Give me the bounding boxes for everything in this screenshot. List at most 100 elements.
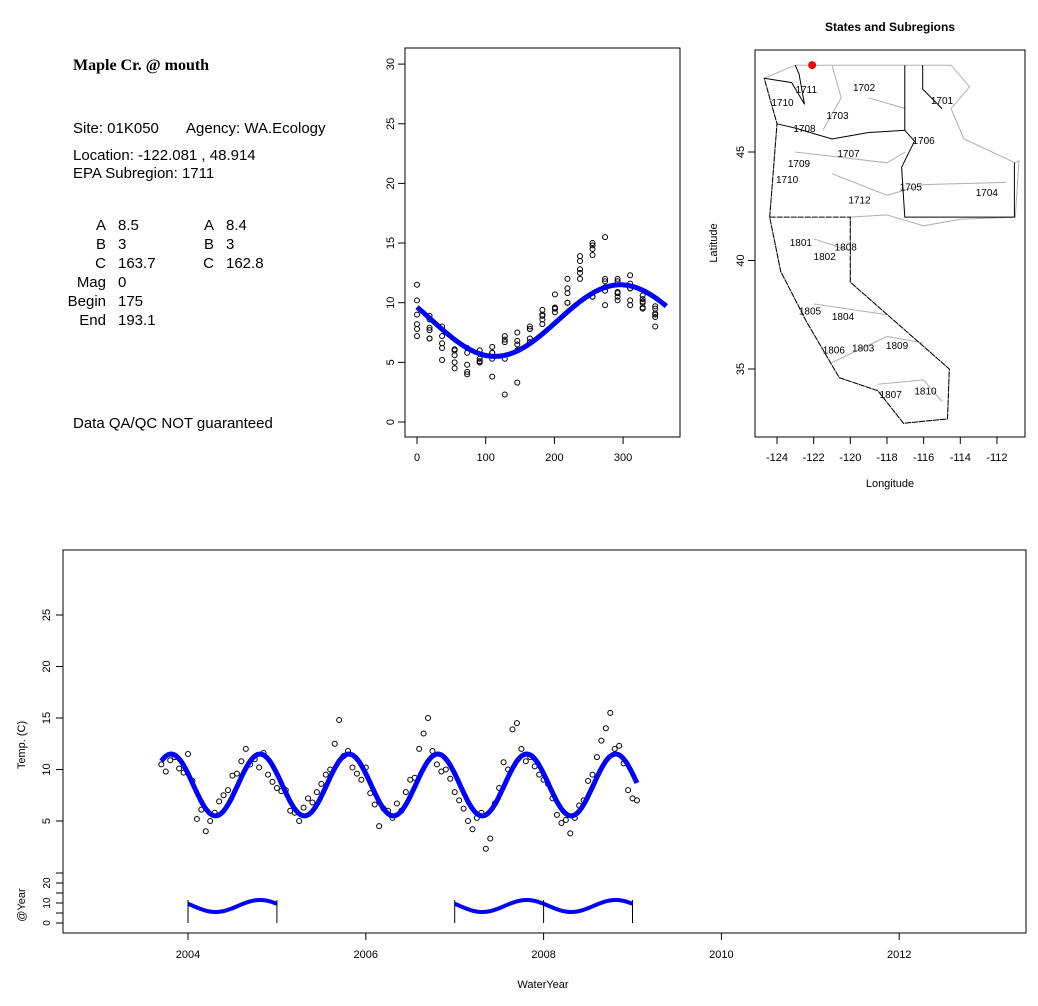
data-point (167, 757, 174, 764)
data-point (553, 811, 560, 818)
data-point (426, 324, 433, 331)
data-point (558, 820, 565, 827)
data-point (309, 799, 316, 806)
data-point (614, 293, 621, 300)
subregion-boundary (831, 335, 924, 363)
data-point (501, 391, 508, 398)
subregion-boundary (831, 173, 1007, 196)
param-value: 193.1 (118, 312, 156, 329)
param-key: A (204, 217, 214, 234)
x-tick-label: -114 (950, 452, 971, 464)
y-tick-label: 0 (385, 419, 397, 425)
data-point (501, 339, 508, 346)
y-tick-label: 10 (385, 297, 397, 309)
data-point (551, 291, 558, 298)
inset-y-tick-label: 20 (42, 877, 53, 889)
data-point (414, 297, 420, 304)
y-tick-label: 10 (41, 763, 53, 775)
data-point (426, 327, 433, 334)
data-point (393, 800, 400, 807)
data-point (652, 305, 659, 312)
site-info-panel: Maple Cr. @ mouth Site: 01K050 Agency: W… (68, 57, 326, 432)
y-tick-label: 25 (41, 609, 53, 621)
data-point (625, 787, 632, 794)
data-point (300, 804, 307, 811)
x-tick-label: 100 (477, 452, 495, 464)
data-point (589, 246, 596, 253)
data-point (433, 761, 440, 768)
data-point (593, 754, 600, 761)
site-marker (808, 61, 817, 70)
data-point (562, 816, 569, 823)
data-point (305, 795, 312, 802)
data-point (627, 297, 634, 304)
data-point (420, 730, 427, 737)
data-point (322, 771, 329, 778)
data-point (501, 336, 508, 343)
data-point (414, 311, 420, 318)
subregion-label: 1806 (823, 345, 846, 356)
state-boundary (901, 65, 1015, 218)
param-key: B (96, 236, 106, 253)
data-point (353, 770, 360, 777)
data-point (589, 240, 596, 247)
data-point (414, 321, 420, 328)
x-tick-label: 2004 (176, 949, 200, 961)
location: Location: -122.081 , 48.914 (73, 147, 256, 164)
data-point (376, 823, 383, 830)
data-point (185, 751, 191, 758)
subregion-label: 1701 (931, 96, 954, 107)
y-tick-label: 20 (41, 660, 53, 672)
y-axis-label: Temp. (C) (16, 721, 28, 769)
subregion-label: 1802 (814, 252, 837, 263)
param-value: 162.8 (226, 255, 264, 272)
data-point (482, 845, 489, 852)
coastline (763, 78, 950, 424)
data-point (402, 789, 409, 796)
data-point (225, 787, 232, 794)
fit-curve (159, 751, 640, 819)
param-value: 3 (226, 236, 234, 253)
data-point (451, 359, 458, 366)
data-point (614, 275, 621, 282)
y-tick-label: 40 (735, 254, 747, 266)
data-point (514, 341, 521, 348)
data-point (627, 302, 634, 309)
data-point (220, 792, 227, 799)
x-axis-label: WaterYear (517, 979, 568, 991)
data-point (564, 290, 571, 297)
subregion-label: 1706 (913, 136, 936, 147)
subregion-label: 1810 (914, 387, 937, 398)
data-point (414, 325, 420, 332)
data-point (551, 309, 558, 316)
subregion-boundary (813, 238, 847, 251)
data-point (313, 789, 320, 796)
data-point (514, 329, 521, 336)
data-point (614, 297, 621, 304)
data-point (539, 312, 546, 319)
subregion-label: 1704 (976, 188, 999, 199)
subregion-label: 1707 (837, 149, 860, 160)
data-point (589, 242, 596, 249)
y-tick-label: 5 (385, 359, 397, 365)
data-point (518, 745, 525, 752)
data-point (439, 356, 446, 363)
inset-y-tick-label: 10 (42, 897, 53, 909)
data-point (585, 777, 592, 784)
data-point (414, 281, 420, 288)
y-tick-label: 30 (385, 58, 397, 70)
data-point (460, 805, 467, 812)
y-tick-label: 15 (385, 237, 397, 249)
agency: Agency: WA.Ecology (186, 120, 326, 137)
data-point (265, 771, 272, 778)
data-point (476, 358, 483, 365)
param-value: 175 (118, 293, 143, 310)
params-right: A 8.4 B 3C 162.8 (203, 217, 263, 272)
data-point (336, 717, 343, 724)
data-point (489, 373, 496, 380)
data-point (652, 314, 659, 321)
y-tick-label: 45 (735, 146, 747, 158)
data-point (564, 299, 571, 306)
data-point (627, 272, 634, 279)
